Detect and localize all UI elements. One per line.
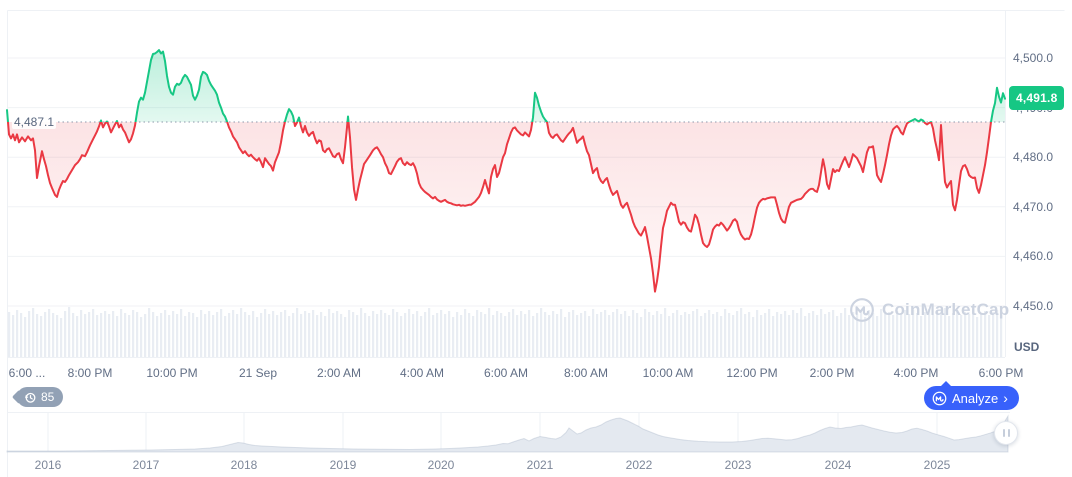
- x-axis-tick-label: 10:00 PM: [146, 366, 198, 380]
- clock-history-icon: [25, 392, 36, 403]
- x-axis-tick-label: 6:00 AM: [483, 366, 529, 380]
- current-price-badge: 4,491.8: [1009, 86, 1065, 110]
- drag-handle-grip-icon: [1007, 429, 1010, 437]
- y-axis-tick-label: 4,460.0: [1013, 249, 1054, 264]
- y-axis-tick-label: 4,500.0: [1013, 51, 1054, 65]
- analyze-button[interactable]: Analyze ›: [924, 381, 1019, 410]
- x-axis-tick-label: 6:00 PM: [978, 366, 1024, 380]
- timeline-year-label: 2023: [724, 458, 752, 472]
- timeline-year-label: 2016: [34, 458, 62, 472]
- drag-handle-grip-icon: [1002, 429, 1005, 437]
- x-axis-tick-label: 6:00 ...: [8, 366, 46, 380]
- timeline-drag-handle[interactable]: [994, 421, 1018, 445]
- x-axis-tick-label: 4:00 PM: [893, 366, 939, 380]
- timeline-year-label: 2019: [329, 458, 357, 472]
- x-axis-tick-label: 10:00 AM: [642, 366, 694, 380]
- history-count: 85: [41, 390, 55, 404]
- timeline-year-label: 2018: [230, 458, 258, 472]
- timeline-year-label: 2024: [824, 458, 852, 472]
- chevron-right-icon: ›: [1003, 389, 1008, 406]
- timeline-year-label: 2025: [923, 458, 951, 472]
- x-axis-tick-label: 8:00 AM: [563, 366, 609, 380]
- x-axis-tick-label: 2:00 AM: [316, 366, 362, 380]
- x-axis-tick-label: 21 Sep: [238, 366, 278, 380]
- baseline-price-label: 4,487.1: [12, 115, 57, 129]
- coinmarketcap-logo-icon: [932, 391, 947, 405]
- y-axis-tick-label: 4,450.0: [1013, 299, 1054, 313]
- x-axis-tick-label: 8:00 PM: [67, 366, 113, 380]
- currency-unit-label: USD: [1014, 340, 1040, 354]
- analyze-label: Analyze: [952, 390, 999, 406]
- timeline-year-label: 2017: [132, 458, 160, 472]
- x-axis-tick-label: 4:00 AM: [399, 366, 445, 380]
- timeline-year-label: 2021: [526, 458, 554, 472]
- x-axis-tick-label: 2:00 PM: [809, 366, 855, 380]
- timeline-year-label: 2022: [625, 458, 653, 472]
- y-axis-tick-label: 4,480.0: [1013, 150, 1054, 165]
- x-axis-tick-label: 12:00 PM: [726, 366, 778, 380]
- history-badge[interactable]: 85: [17, 387, 64, 407]
- y-axis-tick-label: 4,470.0: [1013, 199, 1054, 214]
- timeline-year-label: 2020: [427, 458, 455, 472]
